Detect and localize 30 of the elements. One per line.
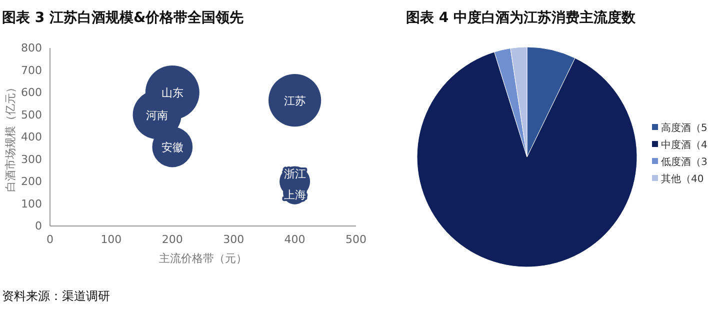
- y-axis-title: 白酒市场规模（亿元）: [4, 82, 17, 192]
- annotation: 安徽: [161, 141, 184, 154]
- text: 资料来源：渠道调研: [2, 289, 110, 303]
- x-tick-label: 400: [284, 233, 306, 246]
- x-tick-label: 500: [346, 233, 366, 246]
- legend-label: 中度酒（4: [661, 139, 708, 151]
- annotation: 山东: [161, 86, 184, 100]
- annotation: 河南: [146, 108, 168, 122]
- y-tick-label: 400: [21, 130, 42, 144]
- annotation: 江苏: [284, 94, 306, 108]
- y-tick-label: 300: [21, 152, 42, 166]
- y-tick-label: 700: [21, 64, 42, 77]
- legend-label: 低度酒（3: [661, 156, 708, 168]
- y-tick-label: 500: [21, 108, 42, 122]
- x-tick-label: 200: [162, 233, 183, 246]
- x-tick-label: 100: [100, 233, 122, 246]
- y-tick-label: 0: [35, 220, 42, 232]
- annotation: 浙江: [284, 168, 306, 180]
- x-tick-label: 0: [46, 233, 54, 246]
- y-tick-label: 100: [21, 197, 42, 210]
- x-axis-title: 主流价格带（元）: [159, 252, 247, 265]
- x-tick-label: 300: [223, 233, 244, 246]
- y-tick-label: 200: [21, 175, 42, 188]
- chart-title: 图表 3 江苏白酒规模&价格带全国领先: [2, 10, 244, 26]
- chart-title: 图表 4 中度白酒为江苏消费主流度数: [406, 9, 636, 26]
- y-tick-label: 800: [21, 42, 42, 54]
- annotation: 上海: [284, 188, 306, 202]
- y-tick-label: 600: [21, 86, 42, 99]
- legend-label: 高度酒（5: [661, 122, 708, 134]
- legend-label: 其他（40: [661, 173, 704, 185]
